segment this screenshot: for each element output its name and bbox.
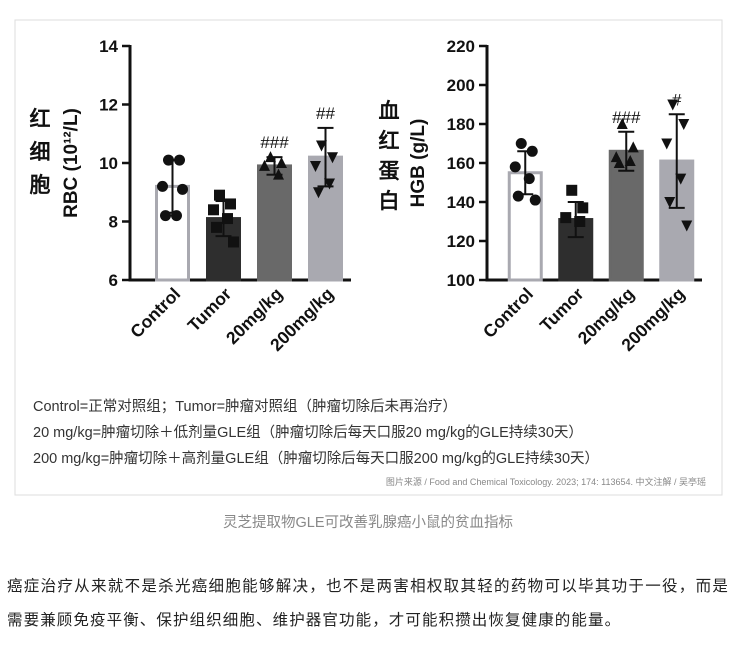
data-point	[681, 220, 693, 232]
data-point	[566, 184, 578, 196]
paragraph: 癌症治疗从来就不是杀光癌细胞能够解决，也不是两害相权取其轻的药物可以毕其功于一役…	[7, 578, 729, 629]
note: Control=正常对照组；Tumor=肿瘤对照组（肿瘤切除后未再治疗）	[33, 398, 457, 415]
y-tick-label: 200	[447, 76, 475, 95]
data-point	[675, 173, 687, 185]
data-point	[211, 221, 222, 233]
annotation: ##	[316, 104, 335, 123]
data-point	[327, 152, 338, 164]
y-tick-label: 220	[447, 37, 475, 56]
data-point	[177, 183, 188, 195]
data-point	[174, 154, 185, 166]
y-tick-label: 6	[109, 271, 118, 290]
data-point	[523, 173, 535, 185]
note: 200 mg/kg=肿瘤切除＋高剂量GLE组（肿瘤切除后每天口服200 mg/k…	[33, 450, 599, 467]
data-point	[214, 189, 225, 201]
data-point	[160, 210, 171, 222]
data-point	[509, 161, 521, 173]
figure-frame	[14, 19, 723, 496]
data-point	[324, 178, 335, 190]
data-point	[228, 236, 239, 248]
annotation: ###	[612, 108, 641, 127]
y-tick-label: 180	[447, 115, 475, 134]
y-tick-label: 12	[99, 96, 118, 115]
note: 20 mg/kg=肿瘤切除＋低剂量GLE组（肿瘤切除后每天口服20 mg/kg的…	[33, 424, 583, 441]
y-tick-label: 140	[447, 193, 475, 212]
data-point	[313, 187, 324, 199]
annotation: #	[672, 90, 682, 109]
data-point	[316, 140, 327, 152]
data-point	[276, 156, 287, 168]
annotation: ###	[260, 133, 289, 152]
bar	[257, 164, 292, 282]
data-point	[259, 159, 270, 171]
data-point	[163, 154, 174, 166]
data-point	[577, 202, 589, 214]
data-point	[661, 138, 673, 150]
y-tick-label: 8	[109, 213, 118, 232]
y-axis-title-zh: 蛋	[379, 160, 400, 183]
data-point	[512, 190, 524, 202]
caption: 灵芝提取物GLE可改善乳腺癌小鼠的贫血指标	[223, 514, 513, 531]
y-axis-title: RBC (10¹²/L)	[61, 108, 82, 218]
y-axis-title-zh: 白	[379, 189, 400, 213]
data-point	[208, 204, 219, 216]
data-point	[310, 160, 321, 172]
source: 图片来源 / Food and Chemical Toxicology. 202…	[386, 476, 706, 487]
data-point	[574, 216, 586, 227]
figure: Control=正常对照组；Tumor=肿瘤对照组（肿瘤切除后未再治疗） 20 …	[14, 19, 723, 531]
data-point	[529, 194, 541, 206]
y-axis-title: HGB (g/L)	[408, 119, 429, 208]
data-point	[667, 99, 679, 111]
data-point	[616, 117, 628, 129]
y-axis-title-zh: 血	[379, 99, 400, 123]
y-tick-label: 160	[447, 154, 475, 173]
y-axis-title-zh: 红	[30, 107, 51, 131]
y-axis-title-zh: 细	[30, 140, 51, 164]
data-point	[222, 213, 233, 225]
data-point	[273, 168, 284, 180]
data-point	[664, 197, 676, 209]
data-point	[265, 151, 276, 163]
y-tick-label: 14	[99, 37, 118, 56]
data-point	[171, 210, 182, 222]
data-point	[526, 145, 538, 157]
data-point	[515, 138, 527, 149]
data-point	[624, 155, 636, 166]
data-point	[560, 212, 572, 224]
data-point	[613, 156, 625, 168]
data-point	[627, 141, 639, 153]
data-point	[157, 180, 168, 192]
data-point	[678, 119, 690, 131]
data-point	[225, 198, 236, 210]
y-axis-title-zh: 胞	[30, 173, 51, 197]
y-tick-label: 100	[447, 271, 475, 290]
y-tick-label: 10	[99, 154, 118, 173]
y-tick-label: 120	[447, 232, 475, 251]
y-axis-title-zh: 红	[379, 129, 400, 153]
